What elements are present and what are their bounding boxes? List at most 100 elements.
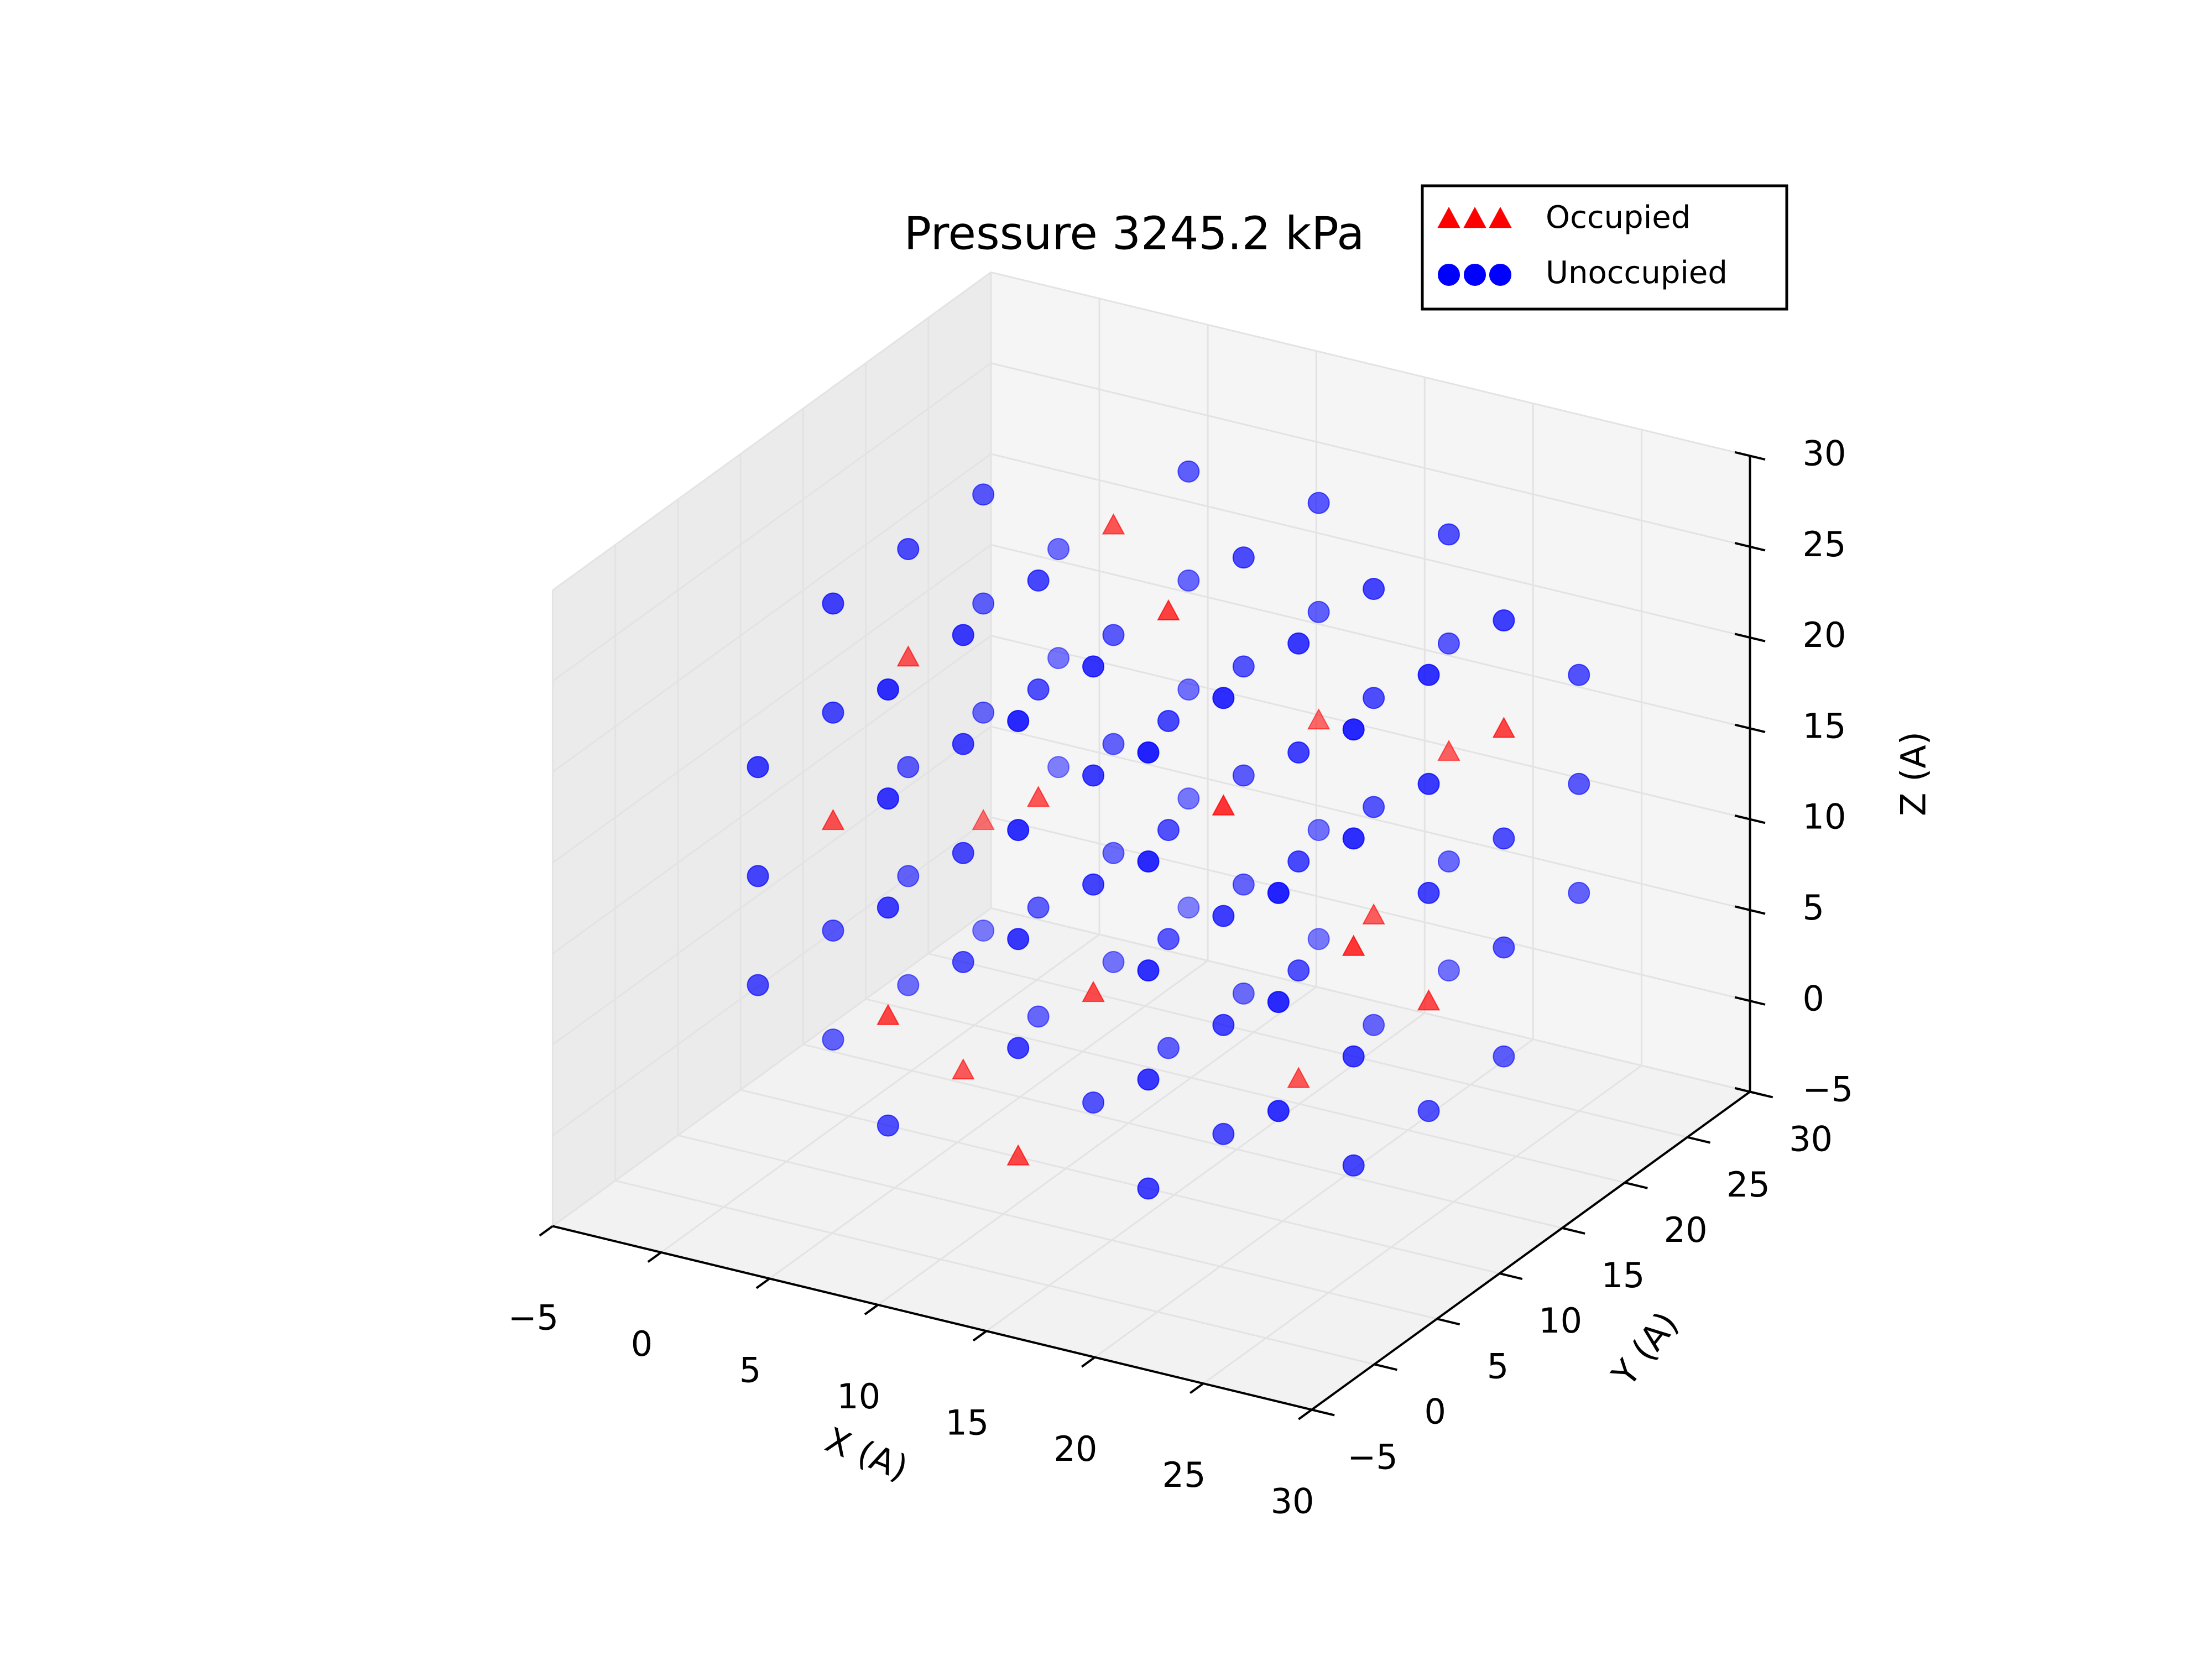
grid (551, 271, 1751, 1411)
legend-marker (1489, 206, 1512, 228)
grid-line (990, 635, 1750, 821)
circle-point (1212, 1122, 1235, 1145)
circle-point (1047, 537, 1070, 560)
y-tick (1687, 1136, 1710, 1144)
circle-point (1232, 873, 1255, 896)
circle-point (1232, 764, 1255, 787)
circle-point (1157, 1037, 1180, 1059)
triangle-point (1026, 786, 1050, 807)
circle-point (952, 624, 974, 646)
y-tick-label: 30 (1789, 1119, 1833, 1159)
triangle-point (821, 808, 845, 830)
circle-point (1342, 827, 1365, 850)
circle-point (952, 733, 974, 755)
grid-line (928, 953, 1688, 1138)
circle-point (1137, 1177, 1160, 1200)
grid-line (990, 453, 1750, 639)
circle-point (1102, 624, 1125, 646)
circle-point (822, 1028, 844, 1051)
circle-point (822, 592, 844, 615)
circle-point (897, 537, 920, 560)
triangle-point (1307, 708, 1331, 730)
y-tick (1562, 1227, 1585, 1235)
y-tick-label: 10 (1538, 1300, 1582, 1341)
circle-point (1137, 959, 1160, 982)
x-tick-label: 15 (945, 1402, 989, 1443)
z-axis-label: Z (A) (1893, 732, 1934, 816)
circle-point (1417, 881, 1440, 904)
triangle-point (1342, 934, 1365, 956)
circle-point (1493, 609, 1515, 632)
y-tick-label: −5 (1347, 1437, 1397, 1477)
grid-line (990, 725, 1750, 911)
circle-point (877, 678, 899, 701)
circle-point (1493, 827, 1515, 850)
circle-point (1267, 991, 1290, 1014)
circle-point (952, 950, 974, 973)
circle-point (1342, 1154, 1365, 1177)
circle-point (1417, 664, 1440, 686)
circle-point (952, 842, 974, 864)
triangle-point (1492, 717, 1516, 738)
circle-point (1157, 819, 1180, 842)
y-axis (1311, 1090, 1751, 1411)
grid-line (552, 725, 992, 1046)
circle-point (1437, 850, 1460, 873)
x-tick (539, 1225, 554, 1237)
circle-point (1363, 687, 1385, 709)
circle-point (877, 787, 899, 810)
circle-point (1047, 756, 1070, 779)
circle-point (1212, 1014, 1235, 1036)
z-tick-label: 15 (1803, 706, 1846, 746)
y-tick (1311, 1408, 1335, 1417)
circle-point (1007, 709, 1030, 732)
y-tick-label: 20 (1664, 1210, 1708, 1250)
grid-line (990, 907, 1750, 1093)
circle-point (972, 592, 995, 615)
x-tick-label: 5 (739, 1350, 761, 1390)
circle-point (1007, 1037, 1030, 1059)
circle-point (1102, 842, 1125, 864)
circle-point (1568, 772, 1590, 795)
circle-point (1287, 850, 1310, 873)
grid-line (552, 635, 992, 954)
axes (539, 451, 1773, 1420)
y-tick-label: 25 (1726, 1164, 1770, 1205)
circle-point (1287, 959, 1310, 982)
legend-label: Unoccupied (1546, 255, 1728, 291)
circle-point (1212, 905, 1235, 927)
circle-point (1417, 772, 1440, 795)
grid-line (552, 817, 992, 1136)
circle-point (1027, 896, 1050, 919)
legend: Occupied Unoccupied (1421, 184, 1788, 311)
circle-point (1342, 718, 1365, 741)
triangle-point (1362, 903, 1385, 924)
x-tick-label: 20 (1053, 1429, 1097, 1469)
circle-point (1287, 632, 1310, 655)
grid-line (660, 933, 1100, 1253)
legend-marker (1464, 264, 1486, 286)
x-tick (755, 1277, 770, 1289)
y-tick (1624, 1181, 1648, 1189)
grid-line (552, 362, 992, 682)
circle-point (1307, 600, 1330, 623)
circle-point (822, 701, 844, 724)
circle-point (1177, 460, 1200, 483)
grid-line (802, 1043, 1563, 1229)
circle-point (1363, 578, 1385, 600)
triangle-point (952, 1058, 975, 1080)
circle-point (1082, 764, 1105, 787)
legend-marker (1463, 206, 1486, 228)
grid-line (990, 362, 1750, 548)
circle-point (1493, 1045, 1515, 1068)
x-tick (1190, 1382, 1204, 1394)
y-tick (1499, 1272, 1523, 1281)
circle-point (1437, 959, 1460, 982)
x-tick-label: 25 (1162, 1455, 1206, 1495)
x-axis (552, 1225, 1312, 1411)
circle-point (1568, 881, 1590, 904)
legend-marker (1489, 264, 1511, 286)
grid-line (990, 271, 1750, 457)
